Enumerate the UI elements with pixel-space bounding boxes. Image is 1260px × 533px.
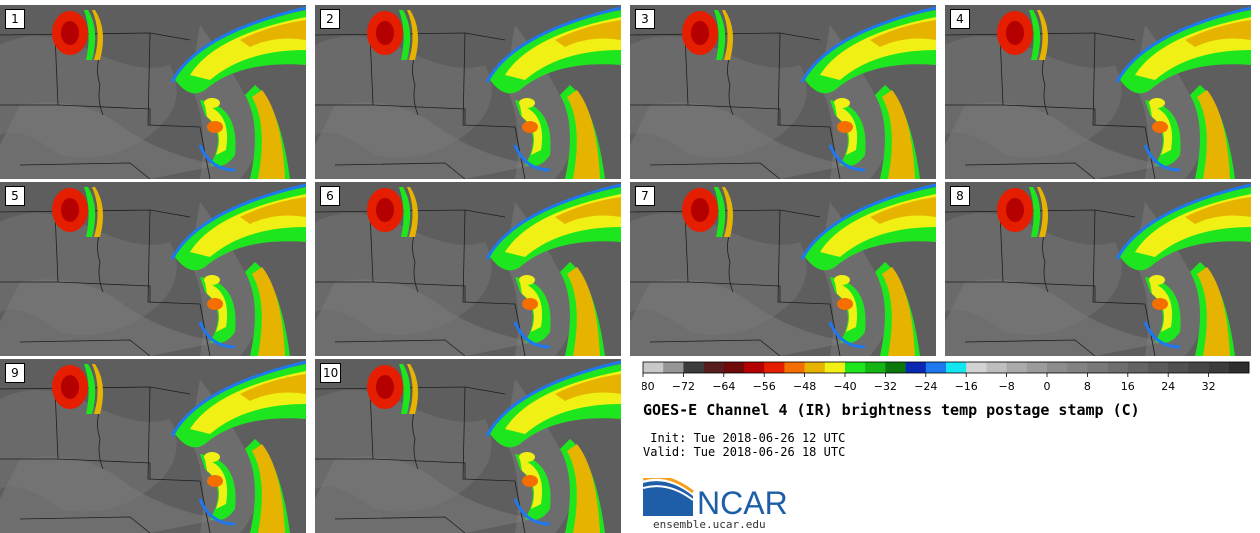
- site-url: ensemble.ucar.edu: [653, 518, 766, 531]
- postage-stamp-panel-6: 6: [315, 182, 621, 356]
- ncar-logo-text: NCAR: [697, 485, 788, 518]
- colorbar-segment: [1067, 362, 1088, 373]
- postage-stamp-panel-9: 9: [0, 359, 306, 533]
- panel-number-label: 8: [950, 186, 970, 206]
- colorbar-tick-label: 0: [1044, 380, 1051, 393]
- colorbar-segment: [744, 362, 765, 373]
- ir-satellite-map: [0, 182, 306, 356]
- colorbar-segment: [1127, 362, 1149, 373]
- panel-number-label: 6: [320, 186, 340, 206]
- ncar-logo: NCAR: [643, 478, 788, 518]
- postage-stamp-panel-4: 4: [945, 5, 1251, 179]
- ir-satellite-map: [315, 5, 621, 179]
- colorbar-tick-label: −56: [753, 380, 776, 393]
- colorbar-segment: [1168, 362, 1189, 373]
- colorbar-tick-label: −32: [874, 380, 897, 393]
- colorbar-segment: [1208, 362, 1230, 373]
- ir-satellite-map: [0, 5, 306, 179]
- colorbar-tick-label: −16: [955, 380, 978, 393]
- valid-time: Valid: Tue 2018-06-26 18 UTC: [643, 445, 846, 459]
- ir-satellite-map: [945, 5, 1251, 179]
- postage-stamp-panel-3: 3: [630, 5, 936, 179]
- ir-satellite-map: [315, 182, 621, 356]
- colorbar-segment: [966, 362, 987, 373]
- ir-satellite-map: [630, 5, 936, 179]
- colorbar-segment: [845, 362, 866, 373]
- panel-number-label: 10: [320, 363, 342, 383]
- postage-stamp-panel-10: 10: [315, 359, 621, 533]
- colorbar-tick-label: 8: [1084, 380, 1091, 393]
- panel-number-label: 2: [320, 9, 340, 29]
- panel-number-label: 9: [5, 363, 25, 383]
- colorbar-segment: [764, 362, 785, 373]
- colorbar-segment: [1047, 362, 1068, 373]
- postage-stamp-panel-1: 1: [0, 5, 306, 179]
- colorbar-segment: [1026, 362, 1048, 373]
- colorbar-segment: [925, 362, 947, 373]
- colorbar-segment: [885, 362, 906, 373]
- colorbar-segment: [986, 362, 1007, 373]
- colorbar-tick-label: −64: [712, 380, 735, 393]
- colorbar-tick-label: −8: [998, 380, 1014, 393]
- colorbar-tick-label: 16: [1121, 380, 1135, 393]
- colorbar-segment: [1188, 362, 1209, 373]
- panel-number-label: 3: [635, 9, 655, 29]
- panel-number-label: 7: [635, 186, 655, 206]
- ir-satellite-map: [630, 182, 936, 356]
- ir-satellite-map: [315, 359, 621, 533]
- colorbar-tick-label: −48: [793, 380, 816, 393]
- panel-number-label: 5: [5, 186, 25, 206]
- colorbar-segment: [1006, 362, 1028, 373]
- init-time: Init: Tue 2018-06-26 12 UTC: [643, 431, 846, 445]
- colorbar-segment: [865, 362, 886, 373]
- panel-number-label: 1: [5, 9, 25, 29]
- colorbar-segment: [804, 362, 826, 373]
- colorbar-segment: [663, 362, 684, 373]
- postage-stamp-panel-2: 2: [315, 5, 621, 179]
- postage-stamp-panel-8: 8: [945, 182, 1251, 356]
- colorbar-tick-label: 24: [1161, 380, 1175, 393]
- ncar-logo-mark-icon: [643, 481, 693, 516]
- postage-stamp-panel-5: 5: [0, 182, 306, 356]
- colorbar-segment: [683, 362, 704, 373]
- colorbar-segment: [643, 362, 664, 373]
- colorbar-tick-label: 32: [1202, 380, 1216, 393]
- colorbar-tick-label: −80: [642, 380, 655, 393]
- postage-stamp-panel-7: 7: [630, 182, 936, 356]
- colorbar-segment: [946, 362, 967, 373]
- colorbar-segment: [784, 362, 805, 373]
- panel-number-label: 4: [950, 9, 970, 29]
- ir-satellite-map: [945, 182, 1251, 356]
- figure-title: GOES-E Channel 4 (IR) brightness temp po…: [643, 401, 1140, 419]
- colorbar-segment: [723, 362, 745, 373]
- colorbar-segment: [703, 362, 725, 373]
- colorbar-segment: [1228, 362, 1250, 373]
- colorbar-segment: [1087, 362, 1108, 373]
- colorbar-segment: [824, 362, 846, 373]
- colorbar-tick-label: −40: [833, 380, 856, 393]
- colorbar-tick-label: −24: [914, 380, 937, 393]
- colorbar-segment: [1148, 362, 1169, 373]
- colorbar-tick-label: −72: [672, 380, 695, 393]
- ir-satellite-map: [0, 359, 306, 533]
- colorbar-segment: [1107, 362, 1129, 373]
- colorbar-segment: [905, 362, 927, 373]
